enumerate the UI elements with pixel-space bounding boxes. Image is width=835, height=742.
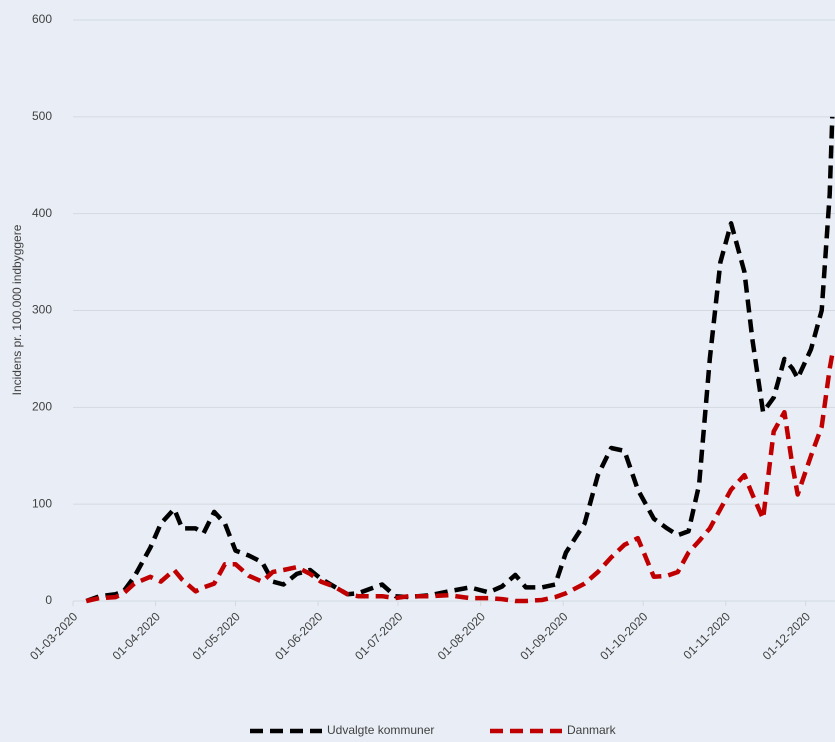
y-tick-label: 400 [32,206,52,220]
data-line [85,116,835,604]
legend-label: Danmark [567,723,617,737]
y-tick-label: 600 [32,12,52,26]
x-tick-label: 01-04-2020 [110,609,164,663]
y-tick-label: 300 [32,303,52,317]
y-tick-label: 200 [32,400,52,414]
x-tick-label: 01-08-2020 [435,609,489,663]
y-tick-label: 0 [45,593,52,607]
x-tick-label: 01-05-2020 [190,609,244,663]
legend-label: Udvalgte kommuner [327,723,434,737]
x-tick-label: 01-11-2020 [680,609,733,662]
x-tick-label: 01-06-2020 [272,609,326,663]
plot [85,116,835,604]
x-tick-label: 01-03-2020 [27,609,81,663]
y-tick-label: 100 [32,496,52,510]
data-line [85,353,835,604]
x-tick-label: 01-07-2020 [352,609,406,663]
y-axis-label: Incidens pr. 100.000 indbyggere [10,224,24,395]
x-tick-label: 01-12-2020 [760,609,814,663]
x-tick-label: 01-09-2020 [517,609,571,663]
x-tick-label: 01-10-2020 [597,609,651,663]
y-tick-label: 500 [32,109,52,123]
